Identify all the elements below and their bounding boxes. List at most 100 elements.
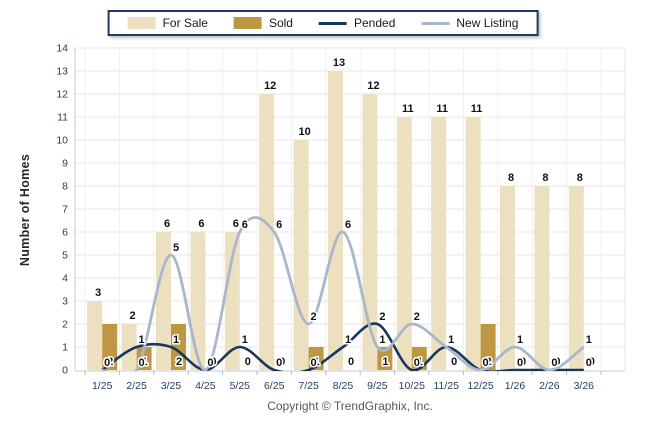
value-label-pended: 0 <box>517 357 523 369</box>
value-label-new-listing: 0 <box>139 357 145 369</box>
bar-for-sale <box>87 301 103 370</box>
value-label-sold: 1 <box>142 356 148 368</box>
x-tick-label: 2/26 <box>539 380 560 392</box>
bar-for-sale <box>362 94 378 370</box>
new-listing-line <box>101 216 585 371</box>
y-axis-title: Number of Homes <box>18 153 32 266</box>
value-label-new-listing: 2 <box>414 311 420 323</box>
x-tick-label: 6/25 <box>264 380 285 392</box>
value-label-new-listing: 6 <box>242 219 248 231</box>
bar-for-sale <box>500 186 515 370</box>
value-label-new-listing: 2 <box>311 311 317 323</box>
legend-label-new-listing: New Listing <box>456 16 519 30</box>
x-tick-label: 7/25 <box>298 380 319 392</box>
y-tick-label: 11 <box>57 112 68 124</box>
value-label-pended: 0 <box>586 357 592 369</box>
y-tick-label: 7 <box>62 204 68 216</box>
value-label-pended: 0 <box>483 357 489 369</box>
bar-sold <box>102 324 118 370</box>
value-label-for-sale: 6 <box>164 218 170 230</box>
value-label-new-listing: 0 <box>207 357 213 369</box>
value-label-for-sale: 11 <box>471 103 483 115</box>
value-label-sold: 0 <box>245 356 251 368</box>
value-label-sold: 1 <box>382 356 388 368</box>
pended-line <box>101 322 584 371</box>
x-tick-label: 9/25 <box>367 380 388 392</box>
value-label-pended: 0 <box>207 357 213 369</box>
y-tick-label: 3 <box>62 296 68 308</box>
value-label-sold: 0 <box>520 356 526 368</box>
value-label-sold: 2 <box>176 356 182 368</box>
x-tick-label: 1/25 <box>92 380 113 392</box>
legend-item-for-sale: For Sale <box>127 16 208 30</box>
y-tick-label: 13 <box>56 66 68 78</box>
value-label-for-sale: 6 <box>198 218 204 230</box>
value-label-pended: 0 <box>311 357 317 369</box>
bar-for-sale <box>293 140 309 370</box>
legend-item-pended: Pended <box>318 16 396 30</box>
y-tick-label: 1 <box>62 342 68 354</box>
bar-for-sale <box>396 117 412 370</box>
chart-legend: For Sale Sold Pended New Listing <box>107 10 539 36</box>
x-tick-label: 8/25 <box>333 380 354 392</box>
x-tick-label: 5/25 <box>230 380 251 392</box>
value-label-pended: 1 <box>448 334 454 346</box>
bar-for-sale <box>465 117 481 370</box>
bar-for-sale <box>224 232 240 370</box>
value-label-for-sale: 8 <box>542 172 548 184</box>
value-label-new-listing: 1 <box>379 334 385 346</box>
value-label-pended: 1 <box>173 334 179 346</box>
bar-for-sale <box>156 232 171 370</box>
value-label-new-listing: 6 <box>345 219 351 231</box>
legend-item-sold: Sold <box>233 16 293 30</box>
y-tick-label: 6 <box>62 227 68 239</box>
legend-label-pended: Pended <box>353 16 396 30</box>
value-label-pended: 1 <box>345 334 351 346</box>
x-tick-label: 11/25 <box>433 380 459 392</box>
y-tick-label: 0 <box>62 365 68 377</box>
value-label-new-listing: 5 <box>173 242 179 254</box>
value-label-for-sale: 6 <box>233 218 239 230</box>
value-label-new-listing: 6 <box>276 219 282 231</box>
value-label-sold: 1 <box>417 356 423 368</box>
bar-for-sale <box>568 186 584 370</box>
bar-for-sale <box>431 117 447 370</box>
value-label-pended: 0 <box>276 357 282 369</box>
y-tick-label: 4 <box>62 273 68 285</box>
for-sale-swatch-icon <box>127 17 156 29</box>
y-tick-label: 2 <box>62 319 68 331</box>
bar-sold <box>171 324 186 370</box>
y-tick-label: 5 <box>62 250 68 262</box>
y-tick-label: 9 <box>62 158 68 170</box>
new-listing-line-icon <box>421 21 450 25</box>
x-tick-label: 3/26 <box>574 380 595 392</box>
value-label-pended: 2 <box>379 311 385 323</box>
legend-item-new-listing: New Listing <box>421 16 518 30</box>
y-tick-label: 10 <box>56 135 68 147</box>
pended-line-icon <box>318 21 347 25</box>
bar-for-sale <box>328 71 343 370</box>
value-label-sold: 2 <box>486 356 492 368</box>
x-tick-label: 3/25 <box>161 380 182 392</box>
value-label-for-sale: 11 <box>402 103 414 115</box>
sold-swatch-icon <box>233 17 262 29</box>
bar-for-sale <box>534 186 550 370</box>
value-label-pended: 1 <box>242 334 248 346</box>
bar-for-sale <box>190 232 206 370</box>
value-label-sold: 0 <box>210 356 216 368</box>
value-label-sold: 0 <box>279 356 285 368</box>
value-label-sold: 0 <box>589 356 595 368</box>
value-label-for-sale: 11 <box>436 103 448 115</box>
value-label-for-sale: 12 <box>367 80 379 92</box>
value-label-for-sale: 8 <box>508 172 514 184</box>
bar-for-sale <box>121 324 137 370</box>
value-label-for-sale: 8 <box>577 172 583 184</box>
value-label-pended: 0 <box>414 357 420 369</box>
x-tick-label: 12/25 <box>467 380 493 392</box>
value-label-sold: 2 <box>107 356 113 368</box>
x-tick-label: 4/25 <box>195 380 216 392</box>
x-tick-label: 10/25 <box>399 380 425 392</box>
x-tick-label: 1/26 <box>505 380 526 392</box>
value-label-pended: 0 <box>104 357 110 369</box>
